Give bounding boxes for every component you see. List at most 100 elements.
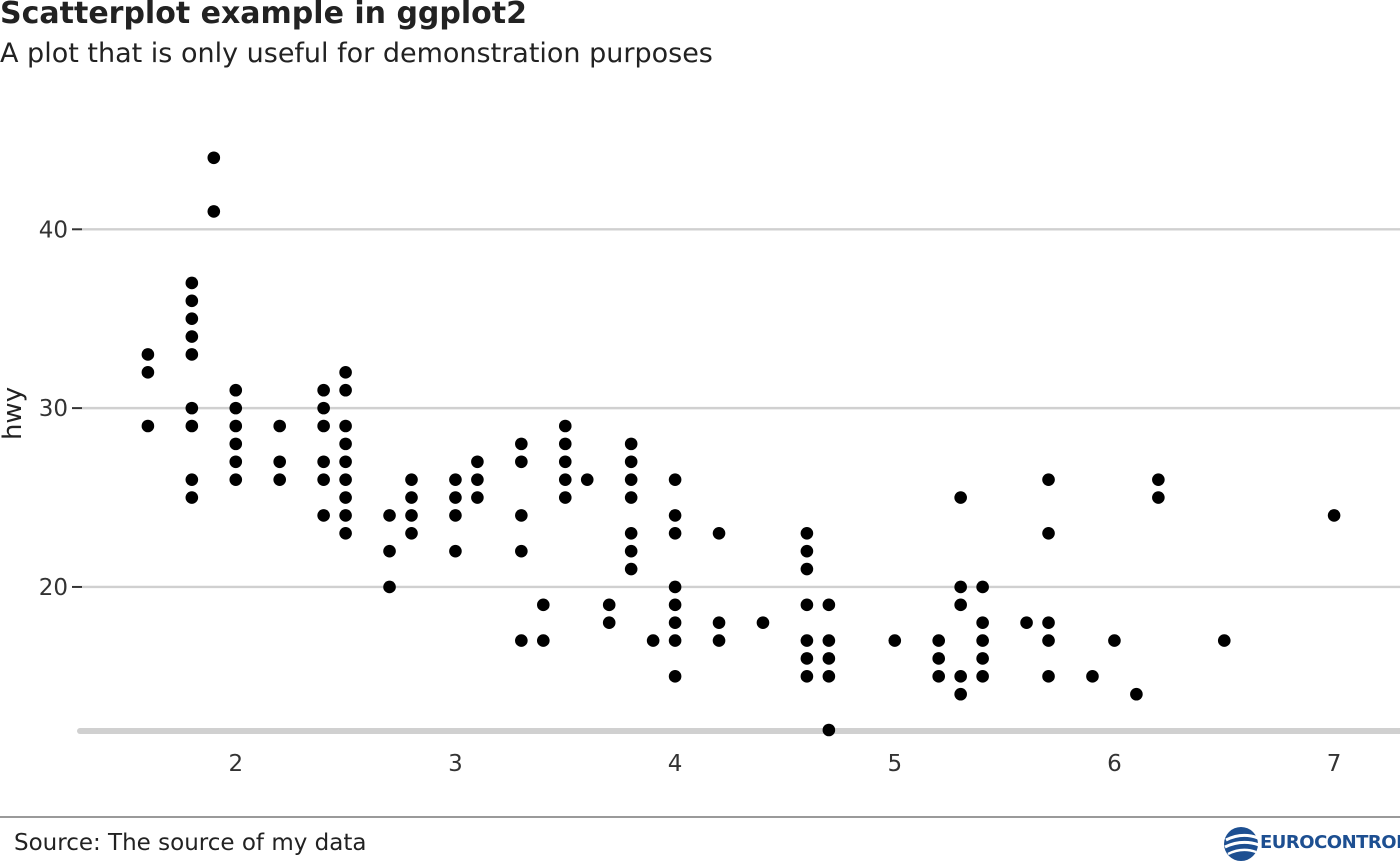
data-point	[537, 598, 550, 612]
data-point	[976, 634, 989, 647]
data-point	[141, 348, 155, 361]
logo-wordmark: EUROCONTROL	[1260, 832, 1400, 853]
data-point	[558, 419, 572, 433]
data-point	[580, 473, 594, 486]
data-point	[668, 526, 682, 540]
data-point	[800, 598, 814, 612]
data-point	[515, 437, 528, 451]
data-point	[800, 634, 814, 647]
data-point	[954, 491, 967, 504]
data-point	[602, 616, 616, 630]
y-axis-title: hwy	[0, 387, 28, 440]
source-caption: Source: The source of my data	[14, 830, 367, 856]
data-point	[602, 598, 616, 612]
y-tick-label: 20	[39, 575, 68, 601]
data-point	[712, 634, 726, 647]
data-point	[383, 580, 396, 594]
data-point	[273, 419, 287, 433]
data-point	[229, 383, 243, 397]
data-point	[668, 670, 682, 683]
data-point	[229, 401, 243, 415]
data-point	[756, 616, 770, 630]
scatter-chart: 20 30 40 2 3 4 5 6 7 hwy	[0, 151, 1400, 777]
data-point	[1042, 670, 1055, 683]
data-point	[668, 509, 682, 522]
data-point	[317, 383, 330, 397]
gridlines	[82, 228, 1400, 589]
data-point	[383, 509, 396, 522]
data-point	[932, 670, 945, 683]
eurocontrol-logo: EUROCONTROL	[1222, 824, 1400, 864]
data-point	[185, 419, 199, 433]
eurocontrol-globe-icon	[1224, 827, 1260, 861]
data-point	[668, 616, 682, 630]
data-point	[515, 455, 528, 469]
chart-subtitle: A plot that is only useful for demonstra…	[0, 38, 713, 69]
data-point	[339, 473, 352, 486]
data-point	[888, 634, 902, 647]
data-point	[558, 437, 572, 451]
data-point	[954, 687, 967, 701]
y-tick-label: 30	[39, 396, 68, 422]
data-point	[800, 670, 814, 683]
data-point	[207, 151, 221, 165]
data-point	[558, 491, 572, 504]
data-point	[954, 670, 967, 683]
data-point	[405, 491, 418, 504]
data-point	[405, 526, 418, 540]
data-point	[185, 491, 199, 504]
data-point	[185, 401, 199, 415]
data-point	[273, 473, 287, 486]
data-point	[822, 634, 836, 647]
data-point	[449, 473, 462, 486]
data-point	[668, 634, 682, 647]
data-point	[537, 634, 550, 647]
data-points	[141, 151, 1341, 737]
x-tick-label: 5	[887, 751, 902, 777]
data-point	[471, 473, 484, 486]
data-point	[712, 616, 726, 630]
data-point	[624, 544, 638, 558]
data-point	[624, 491, 638, 504]
data-point	[624, 473, 638, 486]
data-point	[317, 419, 330, 433]
x-tick-label: 2	[228, 751, 243, 777]
data-point	[954, 580, 967, 594]
data-point	[558, 455, 572, 469]
data-point	[339, 383, 352, 397]
data-point	[383, 544, 396, 558]
data-point	[449, 544, 462, 558]
data-point	[229, 473, 243, 486]
data-point	[405, 473, 418, 486]
data-point	[339, 437, 352, 451]
data-point	[229, 419, 243, 433]
data-point	[185, 294, 199, 308]
data-point	[976, 580, 989, 594]
data-point	[558, 473, 572, 486]
x-tick-label: 3	[448, 751, 463, 777]
data-point	[1152, 473, 1165, 486]
data-point	[405, 509, 418, 522]
data-point	[712, 526, 726, 540]
data-point	[1042, 473, 1055, 486]
data-point	[668, 598, 682, 612]
data-point	[471, 491, 484, 504]
data-point	[449, 491, 462, 504]
data-point	[624, 437, 638, 451]
data-point	[668, 473, 682, 486]
data-point	[449, 509, 462, 522]
x-tick-label: 4	[668, 751, 683, 777]
data-point	[822, 723, 836, 737]
axes: 20 30 40 2 3 4 5 6 7 hwy	[0, 217, 1400, 777]
data-point	[822, 652, 836, 665]
data-point	[1152, 491, 1165, 504]
data-point	[646, 634, 660, 647]
data-point	[1130, 687, 1143, 701]
data-point	[185, 348, 199, 361]
data-point	[339, 509, 352, 522]
data-point	[515, 634, 528, 647]
data-point	[822, 598, 836, 612]
data-point	[976, 616, 989, 630]
data-point	[339, 491, 352, 504]
data-point	[954, 598, 967, 612]
